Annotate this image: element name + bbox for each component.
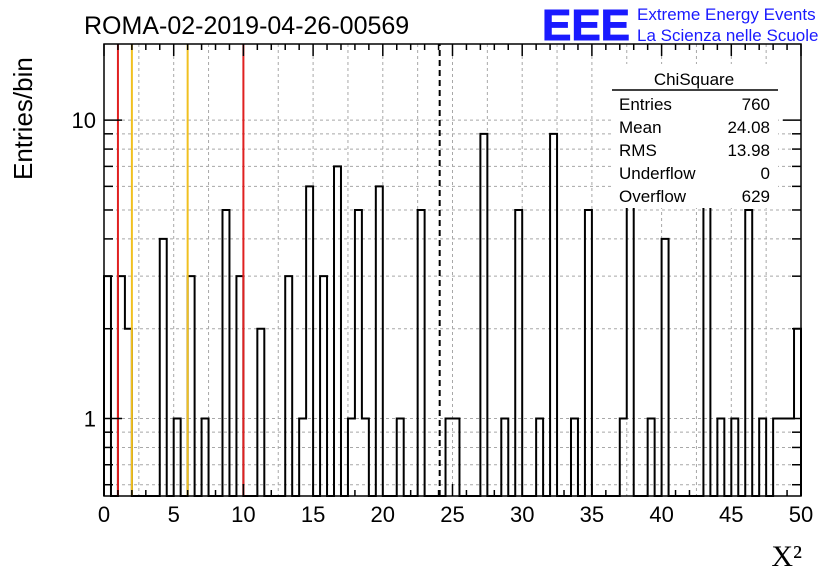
y-tick-label: 10 (72, 108, 96, 133)
histogram-bin (202, 419, 209, 496)
x-tick-label: 0 (98, 502, 110, 527)
x-tick-label: 15 (301, 502, 325, 527)
histogram-bin (160, 239, 167, 496)
histogram-bin (125, 329, 132, 496)
x-tick-label: 5 (168, 502, 180, 527)
histogram-bin (320, 276, 327, 496)
tick-labels: 0 5 10 15 20 25 30 35 40 45 50 1 10 (72, 108, 814, 527)
x-tick-label: 45 (719, 502, 743, 527)
x-tick-label: 20 (371, 502, 395, 527)
plot-frame (103, 43, 802, 497)
histogram-bin (104, 276, 111, 496)
run-title: ROMA-02-2019-04-26-00569 (84, 12, 409, 40)
eee-logo: EEE (542, 1, 630, 50)
x-tick-label: 40 (649, 502, 673, 527)
x-tick-label: 10 (231, 502, 255, 527)
histogram-bin (620, 419, 627, 496)
histogram-bin (418, 210, 425, 496)
y-axis-label: Entries/bin (8, 57, 38, 180)
stats-row-value: 629 (742, 187, 770, 206)
histogram-bin (571, 419, 578, 496)
histogram-bin (222, 210, 229, 496)
stats-title: ChiSquare (654, 70, 734, 89)
histogram-bin (731, 419, 738, 496)
histogram-bin (188, 276, 195, 496)
histogram-bin (480, 134, 487, 496)
histogram-bin (257, 329, 264, 496)
stats-row-label: RMS (619, 141, 657, 160)
x-tick-label: 35 (580, 502, 604, 527)
x-tick-label: 50 (789, 502, 813, 527)
histogram-bin (285, 276, 292, 496)
histogram-bin (174, 419, 181, 496)
x-tick-label: 30 (510, 502, 534, 527)
histogram-bin (446, 419, 453, 496)
stats-row-value: 760 (742, 95, 770, 114)
y-tick-label: 1 (84, 407, 96, 432)
histogram-bin (348, 419, 355, 496)
histogram-bin (306, 186, 313, 496)
logo-subtitle-line2: La Scienza nelle Scuole (637, 26, 818, 45)
histogram-bin (550, 134, 557, 496)
histogram-bin (773, 419, 780, 496)
x-tick-label: 25 (440, 502, 464, 527)
histogram-bin (717, 419, 724, 496)
histogram-bin (355, 210, 362, 496)
histogram-bin (453, 419, 460, 496)
histogram-bin (515, 210, 522, 496)
histogram-bin (759, 419, 766, 496)
histogram-bin (501, 419, 508, 496)
stats-row-value: 13.98 (727, 141, 770, 160)
histogram-bin (118, 276, 125, 496)
histogram-bin (236, 276, 243, 496)
x-axis-label: X² (771, 540, 802, 572)
histogram-bin (334, 166, 341, 496)
histogram-bin (585, 210, 592, 496)
histogram-bin (627, 186, 634, 496)
stats-row-label: Underflow (619, 164, 696, 183)
stats-row-label: Overflow (619, 187, 687, 206)
histogram-bin (794, 329, 801, 496)
histogram-bin (662, 239, 669, 496)
histogram-bin (299, 419, 306, 496)
histogram-bin (397, 419, 404, 496)
stats-box: ChiSquare Entries 760 Mean 24.08 RMS 13.98 Und… (612, 64, 778, 208)
logo-subtitle-line1: Extreme Energy Events (637, 5, 816, 24)
stats-row-value: 24.08 (727, 118, 770, 137)
histogram-bin (780, 419, 787, 496)
stats-row-label: Entries (619, 95, 672, 114)
reference-lines (116, 44, 441, 496)
histogram-bin (536, 419, 543, 496)
histogram-bin (745, 210, 752, 496)
histogram-bin (648, 419, 655, 496)
histogram-bin (376, 186, 383, 496)
stats-row-value: 0 (761, 164, 770, 183)
histogram-bin (362, 419, 369, 496)
stats-row-label: Mean (619, 118, 662, 137)
